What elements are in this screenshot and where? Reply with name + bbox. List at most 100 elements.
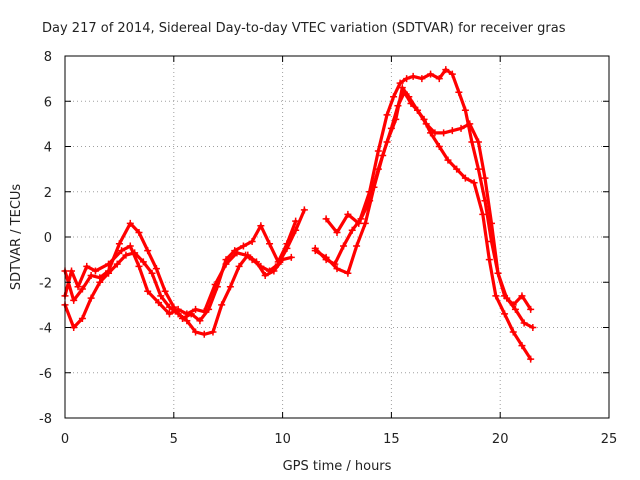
y-tick-label: -4	[39, 322, 52, 337]
data-point	[366, 188, 374, 196]
data-point	[165, 303, 173, 311]
data-point	[494, 269, 502, 277]
data-point	[418, 75, 426, 83]
x-axis-label: GPS time / hours	[283, 459, 392, 474]
data-point	[501, 292, 509, 300]
data-point	[155, 299, 163, 307]
data-point	[383, 138, 391, 146]
data-point	[122, 251, 130, 259]
data-point	[487, 238, 495, 246]
data-point	[409, 72, 417, 80]
data-point	[455, 88, 463, 96]
data-point	[192, 305, 200, 313]
data-point	[283, 240, 291, 248]
data-point	[257, 222, 265, 230]
data-point	[270, 267, 278, 275]
data-point	[481, 197, 489, 205]
x-tick-labels: 0 5 10 15 20 25	[61, 432, 617, 447]
data-point	[135, 228, 143, 236]
data-point	[474, 165, 482, 173]
data-point	[200, 330, 208, 338]
data-point	[453, 165, 461, 173]
data-point	[481, 174, 489, 182]
data-point	[165, 310, 173, 318]
data-point	[148, 269, 156, 277]
data-point	[390, 93, 398, 101]
data-point	[383, 111, 391, 119]
data-point	[340, 242, 348, 250]
data-point	[444, 156, 452, 164]
data-point	[205, 305, 213, 313]
data-point	[196, 317, 204, 325]
data-point	[344, 210, 352, 218]
data-point	[470, 179, 478, 187]
data-point	[144, 287, 152, 295]
data-point	[403, 75, 411, 83]
data-point	[126, 242, 134, 250]
y-tick-label: 6	[44, 95, 52, 110]
data-point	[152, 265, 160, 273]
data-point	[226, 283, 234, 291]
data-point	[374, 147, 382, 155]
data-point	[492, 292, 500, 300]
data-point	[474, 138, 482, 146]
data-point	[157, 292, 165, 300]
data-point	[192, 328, 200, 336]
data-point	[520, 319, 528, 327]
data-point	[461, 174, 469, 182]
data-point	[96, 278, 104, 286]
data-point	[333, 265, 341, 273]
data-point	[68, 267, 76, 275]
data-point	[161, 287, 169, 295]
data-point	[501, 310, 509, 318]
data-point	[529, 324, 537, 331]
data-point	[527, 355, 535, 363]
data-point	[74, 283, 82, 291]
y-tick-label: -2	[39, 276, 52, 291]
data-point	[70, 324, 78, 331]
data-point	[115, 240, 123, 248]
data-point	[331, 260, 339, 268]
data-point	[392, 115, 400, 123]
data-point	[361, 219, 369, 227]
data-point	[448, 127, 456, 135]
y-tick-label: 2	[44, 186, 52, 201]
x-tick-label: 10	[274, 432, 291, 447]
data-point	[511, 305, 519, 313]
data-point	[344, 269, 352, 277]
series-line	[63, 251, 293, 336]
data-point	[322, 215, 330, 223]
data-point	[78, 285, 86, 293]
axis-ticks	[64, 55, 610, 419]
data-point	[427, 70, 435, 78]
x-tick-label: 5	[170, 432, 178, 447]
y-tick-labels: -8 -6 -4 -2 0 2 4 6 8	[39, 50, 52, 427]
data-point	[244, 251, 252, 259]
x-tick-label: 15	[383, 432, 400, 447]
data-point	[527, 305, 535, 313]
data-point	[468, 138, 476, 146]
data-point	[509, 328, 517, 336]
y-tick-label: 4	[44, 141, 52, 156]
data-point	[311, 244, 319, 252]
data-point	[231, 247, 239, 255]
data-point	[266, 240, 274, 248]
data-point	[398, 84, 406, 92]
series-line	[313, 90, 533, 361]
chart-title: Day 217 of 2014, Sidereal Day-to-day VTE…	[42, 21, 566, 36]
data-point	[144, 247, 152, 255]
data-point	[139, 258, 147, 266]
data-point	[126, 219, 134, 227]
data-point	[333, 228, 341, 236]
series-trace-d	[311, 88, 535, 363]
data-point	[213, 283, 221, 291]
data-point	[105, 269, 113, 277]
data-point	[435, 75, 443, 83]
data-point	[457, 124, 465, 132]
data-point	[279, 256, 287, 264]
data-point	[440, 129, 448, 137]
data-point	[405, 93, 413, 101]
data-point	[78, 314, 86, 322]
y-tick-label: -8	[39, 412, 52, 427]
